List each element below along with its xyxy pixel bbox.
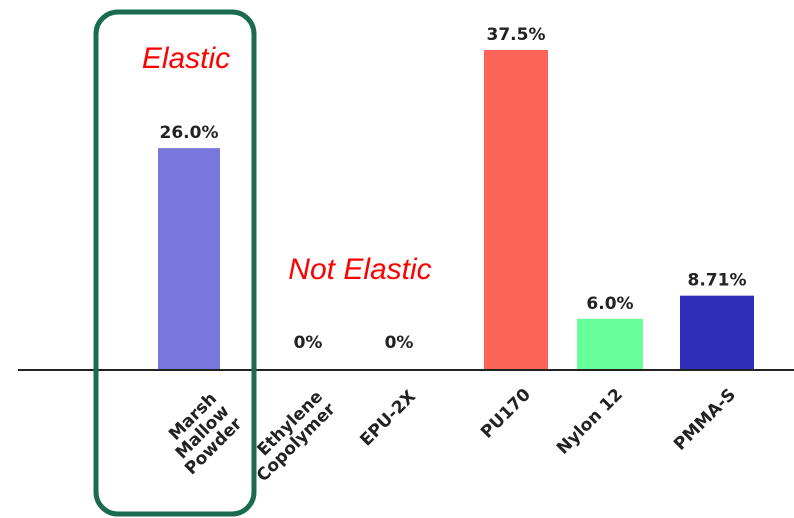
value-label: 6.0% [586,294,633,314]
value-label: 26.0% [160,123,219,143]
bar-pu170 [484,50,548,370]
category-label: MarshMallowPowder [156,388,247,479]
annotation-elastic: Elastic [142,42,230,75]
bar-nylon-12 [577,318,643,370]
bars [158,50,754,370]
annotations: Elastic Not Elastic [142,42,432,286]
annotation-not-elastic: Not Elastic [288,253,431,286]
value-label: 37.5% [487,25,546,45]
category-labels: MarshMallowPowder EthyleneCopolymer EPU-2X… [156,385,740,486]
category-label: Nylon 12 [553,385,627,459]
highlight-box [93,9,257,517]
category-label: EPU-2X [356,387,420,451]
category-label: PMMA-S [670,385,740,455]
bar-pmma-s [680,295,754,370]
value-labels: 26.0% 0% 0% 37.5% 6.0% 8.71% [160,25,747,353]
value-label: 0% [385,333,414,353]
category-label: PU170 [477,385,535,443]
value-label: 0% [294,333,323,353]
bar-marsh-mallow-powder [158,148,220,370]
value-label: 8.71% [688,271,747,291]
